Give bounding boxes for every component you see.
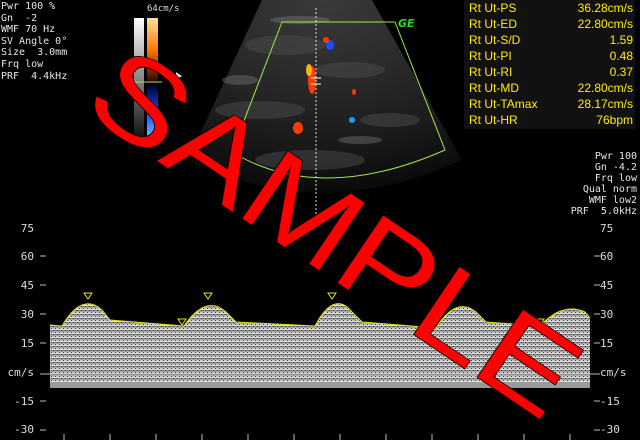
param-gain: Gn -2 bbox=[1, 12, 38, 24]
axis-tick-label: 75 bbox=[600, 222, 614, 235]
doppler-param-wall-filter: WMF low2 bbox=[588, 195, 637, 206]
measurement-row: Rt Ut-MD 22.80cm/s bbox=[469, 81, 633, 95]
doppler-param-quality: Qual norm bbox=[582, 184, 637, 195]
axis-tick-label: -15 bbox=[14, 395, 34, 408]
axis-tick-label: 15 bbox=[600, 337, 614, 350]
flow-signal bbox=[293, 37, 356, 134]
measurement-panel: Rt Ut-PS 36.28cm/s Rt Ut-ED 22.80cm/s Rt U… bbox=[464, 0, 635, 129]
param-wall-filter: WMF 70 Hz bbox=[1, 24, 56, 36]
envelope-trace bbox=[49, 303, 591, 329]
ultrasound-image bbox=[134, 0, 462, 225]
axis-tick-label: -30 bbox=[14, 423, 34, 436]
color-scale-label: 64cm/s bbox=[147, 4, 180, 14]
param-size: Size 3.0mm bbox=[1, 47, 68, 59]
axis-tick-label: 45 bbox=[600, 279, 614, 292]
axis-unit-label: cm/s bbox=[7, 366, 35, 379]
measurement-row: Rt Ut-S/D 1.59 bbox=[469, 33, 633, 47]
ge-logo: GE bbox=[398, 17, 415, 30]
axis-tick-label: 45 bbox=[20, 279, 34, 292]
axis-tick-label: 30 bbox=[600, 308, 614, 321]
acquisition-params: Pwr 100 % Gn -2 WMF 70 Hz SV Angle 0° Si… bbox=[1, 2, 67, 83]
doppler-param-frequency: Frq low bbox=[594, 173, 637, 184]
measurement-row: Rt Ut-RI 0.37 bbox=[469, 65, 633, 79]
axis-tick-label: 60 bbox=[20, 250, 34, 263]
param-power: Pwr 100 % bbox=[1, 1, 56, 12]
axis-unit-label: cm/s bbox=[600, 366, 627, 379]
axis-tick-label: 60 bbox=[600, 250, 614, 263]
axis-tick-label: 30 bbox=[20, 308, 34, 321]
doppler-params: Pwr 100 Gn -4.2 Frq low Qual norm WMF lo… bbox=[571, 151, 637, 217]
axis-tick-label: 15 bbox=[20, 337, 34, 350]
axis-tick-label: -15 bbox=[600, 395, 620, 408]
measurement-row: Rt Ut-PS 36.28cm/s bbox=[469, 1, 633, 15]
axis-tick-label: -30 bbox=[600, 423, 620, 436]
doppler-spectrum bbox=[40, 255, 600, 440]
param-prf: PRF 4.4kHz bbox=[1, 70, 68, 82]
measurement-row: Rt Ut-PI 0.48 bbox=[469, 49, 633, 63]
param-sv-angle: SV Angle 0° bbox=[1, 35, 68, 47]
measurement-row: Rt Ut-TAmax 28.17cm/s bbox=[469, 97, 633, 111]
doppler-param-prf: PRF 5.0kHz bbox=[570, 206, 637, 217]
doppler-param-gain: Gn -4.2 bbox=[594, 162, 637, 173]
measurement-row: Rt Ut-HR 76bpm bbox=[469, 113, 633, 127]
measurement-row: Rt Ut-ED 22.80cm/s bbox=[469, 17, 633, 31]
doppler-param-power: Pwr 100 bbox=[594, 151, 637, 162]
param-frequency: Frq low bbox=[1, 58, 44, 70]
axis-tick-label: 75 bbox=[20, 222, 34, 235]
